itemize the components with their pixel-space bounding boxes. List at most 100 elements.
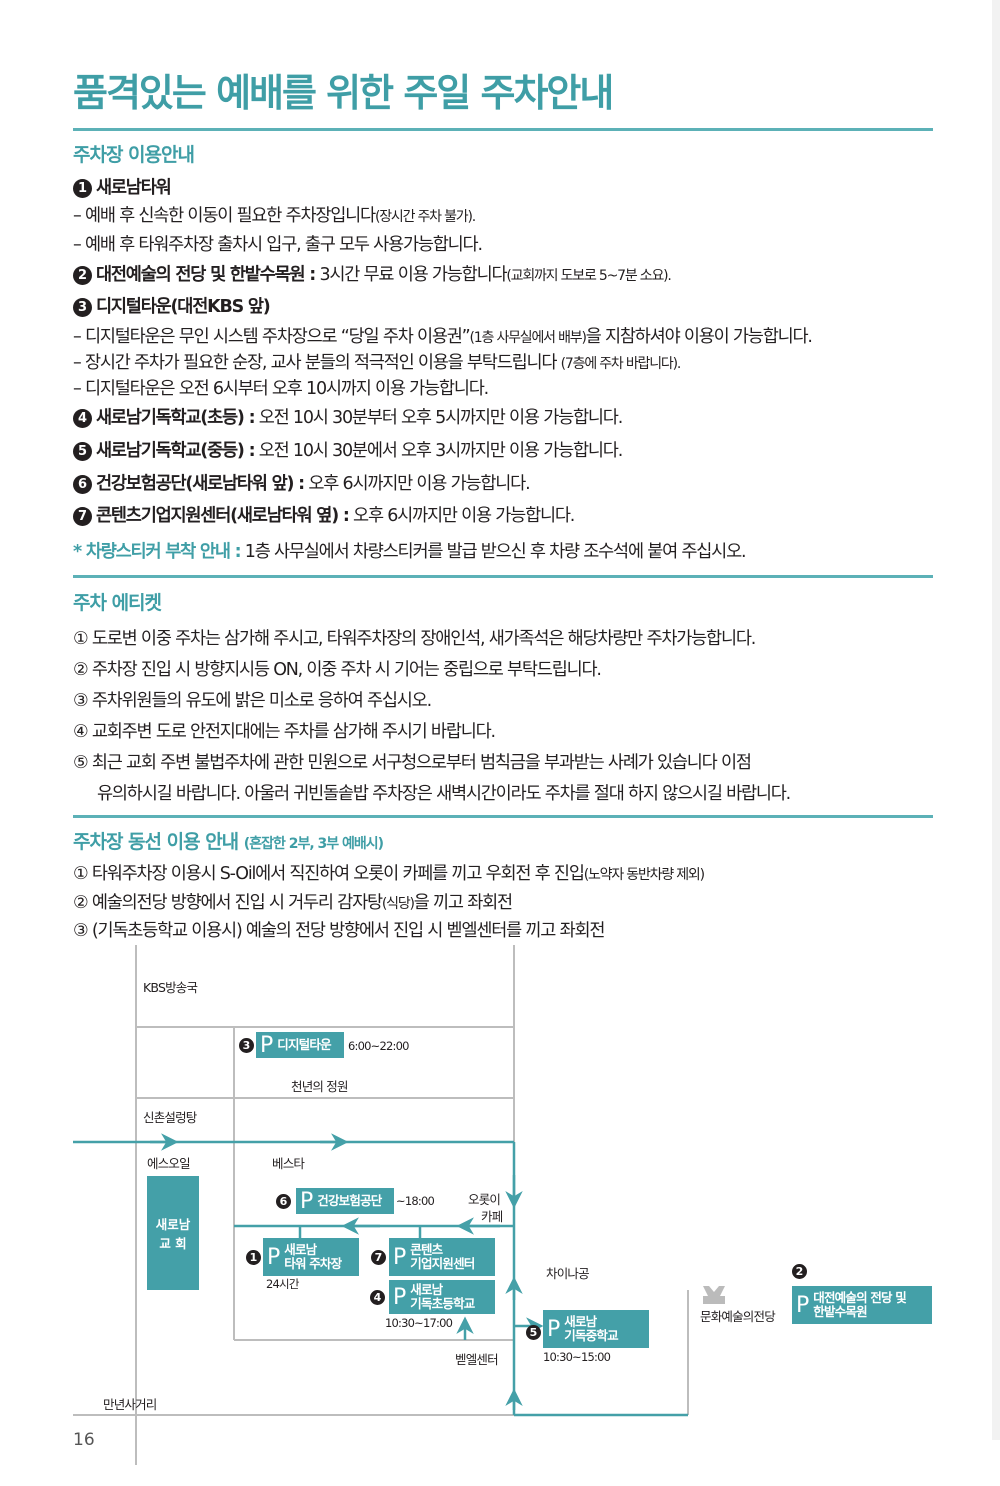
page-edge bbox=[992, 0, 1000, 1440]
lot-number-badge: 2 bbox=[792, 1264, 807, 1279]
number-badge: 3 bbox=[73, 298, 92, 317]
map-roads-gray bbox=[73, 945, 689, 1465]
info-note: (교회까지 도보로 5~7분 소요). bbox=[506, 268, 671, 284]
parking-lot-3: P 디지털타운 bbox=[256, 1032, 344, 1058]
lot-label: 새로남 기독중학교 bbox=[564, 1315, 618, 1343]
landmark-bethel: 벧엘센터 bbox=[455, 1352, 499, 1367]
lot-name: 디지털타운(대전KBS 앞) bbox=[96, 297, 271, 317]
lot-name: 새로남기독학교(초등) : bbox=[96, 408, 256, 428]
lot-name-line: 기독초등학교 bbox=[410, 1296, 475, 1311]
lot-number-badge: 1 bbox=[246, 1250, 261, 1265]
parking-icon: P bbox=[796, 1292, 810, 1318]
parking-info-line: – 장시간 주차가 필요한 순장, 교사 분들의 적극적인 이용을 부탁드립니다… bbox=[73, 349, 682, 374]
parking-icon: P bbox=[267, 1244, 281, 1270]
parking-lot-1: P 새로남 타워 주차장 bbox=[263, 1238, 359, 1276]
route-item: ③ (기독초등학교 이용시) 예술의 전당 방향에서 진입 시 벧엘센터를 끼고… bbox=[73, 917, 605, 942]
lot-label: 콘텐츠 기업지원센터 bbox=[410, 1242, 475, 1271]
info-text: 예배 후 신속한 이동이 필요한 주차장입니다 bbox=[84, 206, 376, 226]
landmark-soil: 에스오일 bbox=[147, 1156, 191, 1171]
sticker-note: * 차량스티커 부착 안내 : 1층 사무실에서 차량스티커를 발급 받으신 후… bbox=[73, 538, 747, 563]
lot-hours: 10:30~15:00 bbox=[543, 1350, 611, 1364]
parking-info-line: – 디지털타운은 오전 6시부터 오후 10시까지 이용 가능합니다. bbox=[73, 375, 489, 400]
info-text: 예배 후 타워주차장 출차시 입구, 출구 모두 사용가능합니다. bbox=[84, 235, 483, 255]
lot-name-line: 기독중학교 bbox=[564, 1328, 618, 1343]
parking-icon: P bbox=[393, 1244, 407, 1270]
arts-center-icon bbox=[703, 1286, 725, 1304]
parking-info-line: 6 건강보험공단(새로남타워 앞) : 오후 6시까지만 이용 가능합니다. bbox=[73, 470, 531, 495]
route-item: ① 타워주차장 이용시 S-Oil에서 직진하여 오롯이 카페를 끼고 우회전 … bbox=[73, 860, 705, 885]
landmark-arts: 문화예술의전당 bbox=[700, 1309, 776, 1324]
route-text: ① 타워주차장 이용시 S-Oil에서 직진하여 오롯이 카페를 끼고 우회전 … bbox=[73, 864, 585, 884]
dash: – bbox=[73, 353, 82, 373]
parking-lot-5: P 새로남 기독중학교 bbox=[543, 1310, 649, 1348]
number-badge: 5 bbox=[73, 442, 92, 461]
heading-note: (혼잡한 2부, 3부 예배시) bbox=[243, 836, 384, 852]
number-badge: 4 bbox=[73, 409, 92, 428]
parking-info-line: – 디지털타운은 무인 시스템 주차장으로 “당일 주차 이용권”(1층 사무실… bbox=[73, 323, 813, 348]
landmark-cafe: 카페 bbox=[481, 1209, 503, 1224]
info-text: 디지털타운은 오전 6시부터 오후 10시까지 이용 가능합니다. bbox=[84, 379, 489, 399]
landmark-sinchon: 신촌설렁탕 bbox=[143, 1110, 197, 1125]
lot-label: 건강보험공단 bbox=[317, 1193, 382, 1208]
etiquette-item: 유의하시길 바랍니다. 아울러 귀빈돌솥밥 주차장은 새벽시간이라도 주차를 절… bbox=[97, 784, 791, 804]
route-note: (식당) bbox=[381, 896, 415, 912]
info-text: 을 지참하셔야 이용이 가능합니다. bbox=[585, 327, 813, 347]
page-title: 품격있는 예배를 위한 주일 주차안내 bbox=[73, 71, 614, 115]
number-badge: 7 bbox=[73, 507, 92, 526]
etiquette-item: ② 주차장 진입 시 방향지시등 ON, 이중 주차 시 기어는 중립으로 부탁… bbox=[73, 660, 602, 680]
parking-info-line: 1 새로남타워 bbox=[73, 174, 172, 199]
lot-name: 건강보험공단(새로남타워 앞) : bbox=[96, 474, 305, 494]
lot-number-badge: 7 bbox=[371, 1250, 386, 1265]
info-note: (장시간 주차 불가). bbox=[374, 209, 476, 225]
route-item: ② 예술의전당 방향에서 진입 시 거두리 감자탕(식당)을 끼고 좌회전 bbox=[73, 889, 513, 914]
parking-info-line: 3 디지털타운(대전KBS 앞) bbox=[73, 293, 271, 318]
landmark-garden: 천년의 정원 bbox=[291, 1079, 348, 1094]
number-badge: 6 bbox=[73, 475, 92, 494]
lot-name-line: 콘텐츠 bbox=[410, 1242, 443, 1257]
parking-info-line: – 예배 후 타워주차장 출차시 입구, 출구 모두 사용가능합니다. bbox=[73, 231, 483, 256]
number-badge: 2 bbox=[73, 266, 92, 285]
info-text: 오후 6시까지만 이용 가능합니다. bbox=[348, 506, 575, 526]
info-text: 디지털타운은 무인 시스템 주차장으로 “당일 주차 이용권” bbox=[84, 327, 471, 347]
route-text: ③ (기독초등학교 이용시) 예술의 전당 방향에서 진입 시 벧엘센터를 끼고… bbox=[73, 921, 605, 941]
lot-number-badge: 5 bbox=[526, 1325, 541, 1340]
parking-info-line: – 예배 후 신속한 이동이 필요한 주차장입니다(장시간 주차 불가). bbox=[73, 202, 476, 227]
lot-name-line: 한밭수목원 bbox=[813, 1304, 867, 1319]
info-note: (1층 사무실에서 배부) bbox=[469, 330, 587, 346]
route-text: 을 끼고 좌회전 bbox=[413, 893, 513, 913]
lot-name-line: 새로남 bbox=[564, 1314, 597, 1329]
lot-name-line: 기업지원센터 bbox=[410, 1256, 475, 1271]
section-heading-route: 주차장 동선 이용 안내 (혼잡한 2부, 3부 예배시) bbox=[73, 827, 384, 854]
lot-number-badge: 3 bbox=[239, 1038, 254, 1053]
lot-number-badge: 6 bbox=[276, 1194, 291, 1209]
etiquette-item: ③ 주차위원들의 유도에 밝은 미소로 응하여 주십시오. bbox=[73, 691, 432, 711]
parking-icon: P bbox=[260, 1032, 274, 1058]
parking-info-line: 5 새로남기독학교(중등) : 오전 10시 30분에서 오후 3시까지만 이용 … bbox=[73, 437, 623, 462]
info-text: 오후 6시까지만 이용 가능합니다. bbox=[303, 474, 530, 494]
church-building: 새로남 교 회 bbox=[147, 1176, 199, 1290]
lot-name-line: 새로남 bbox=[284, 1242, 317, 1257]
info-note: (7층에 주차 바랍니다). bbox=[560, 356, 682, 372]
parking-info-line: 4 새로남기독학교(초등) : 오전 10시 30분부터 오후 5시까지만 이용 … bbox=[73, 404, 623, 429]
route-note: (노약자 동반차량 제외) bbox=[583, 867, 705, 883]
section-heading-parking-info: 주차장 이용안내 bbox=[73, 144, 195, 166]
parking-lot-4: P 새로남 기독초등학교 bbox=[389, 1280, 495, 1314]
parking-icon: P bbox=[393, 1284, 407, 1310]
lot-hours: ~18:00 bbox=[396, 1194, 435, 1208]
route-text: ② 예술의전당 방향에서 진입 시 거두리 감자탕 bbox=[73, 893, 383, 913]
lot-name-line: 새로남 bbox=[410, 1282, 443, 1297]
church-label: 새로남 bbox=[155, 1217, 191, 1232]
lot-name-line: 건강보험공단 bbox=[317, 1193, 382, 1208]
note-label: * 차량스티커 부착 안내 : bbox=[73, 542, 242, 562]
lot-label: 대전예술의 전당 및 한밭수목원 bbox=[813, 1291, 907, 1319]
dash: – bbox=[73, 327, 82, 347]
lot-number-badge: 4 bbox=[370, 1290, 385, 1305]
lot-name: 대전예술의 전당 및 한밭수목원 : bbox=[96, 265, 316, 285]
parking-icon: P bbox=[300, 1188, 314, 1214]
heading-text: 주차장 동선 이용 안내 bbox=[73, 831, 239, 853]
landmark-kbs: KBS방송국 bbox=[143, 980, 198, 995]
divider bbox=[73, 815, 933, 818]
dash: – bbox=[73, 235, 82, 255]
dash: – bbox=[73, 379, 82, 399]
